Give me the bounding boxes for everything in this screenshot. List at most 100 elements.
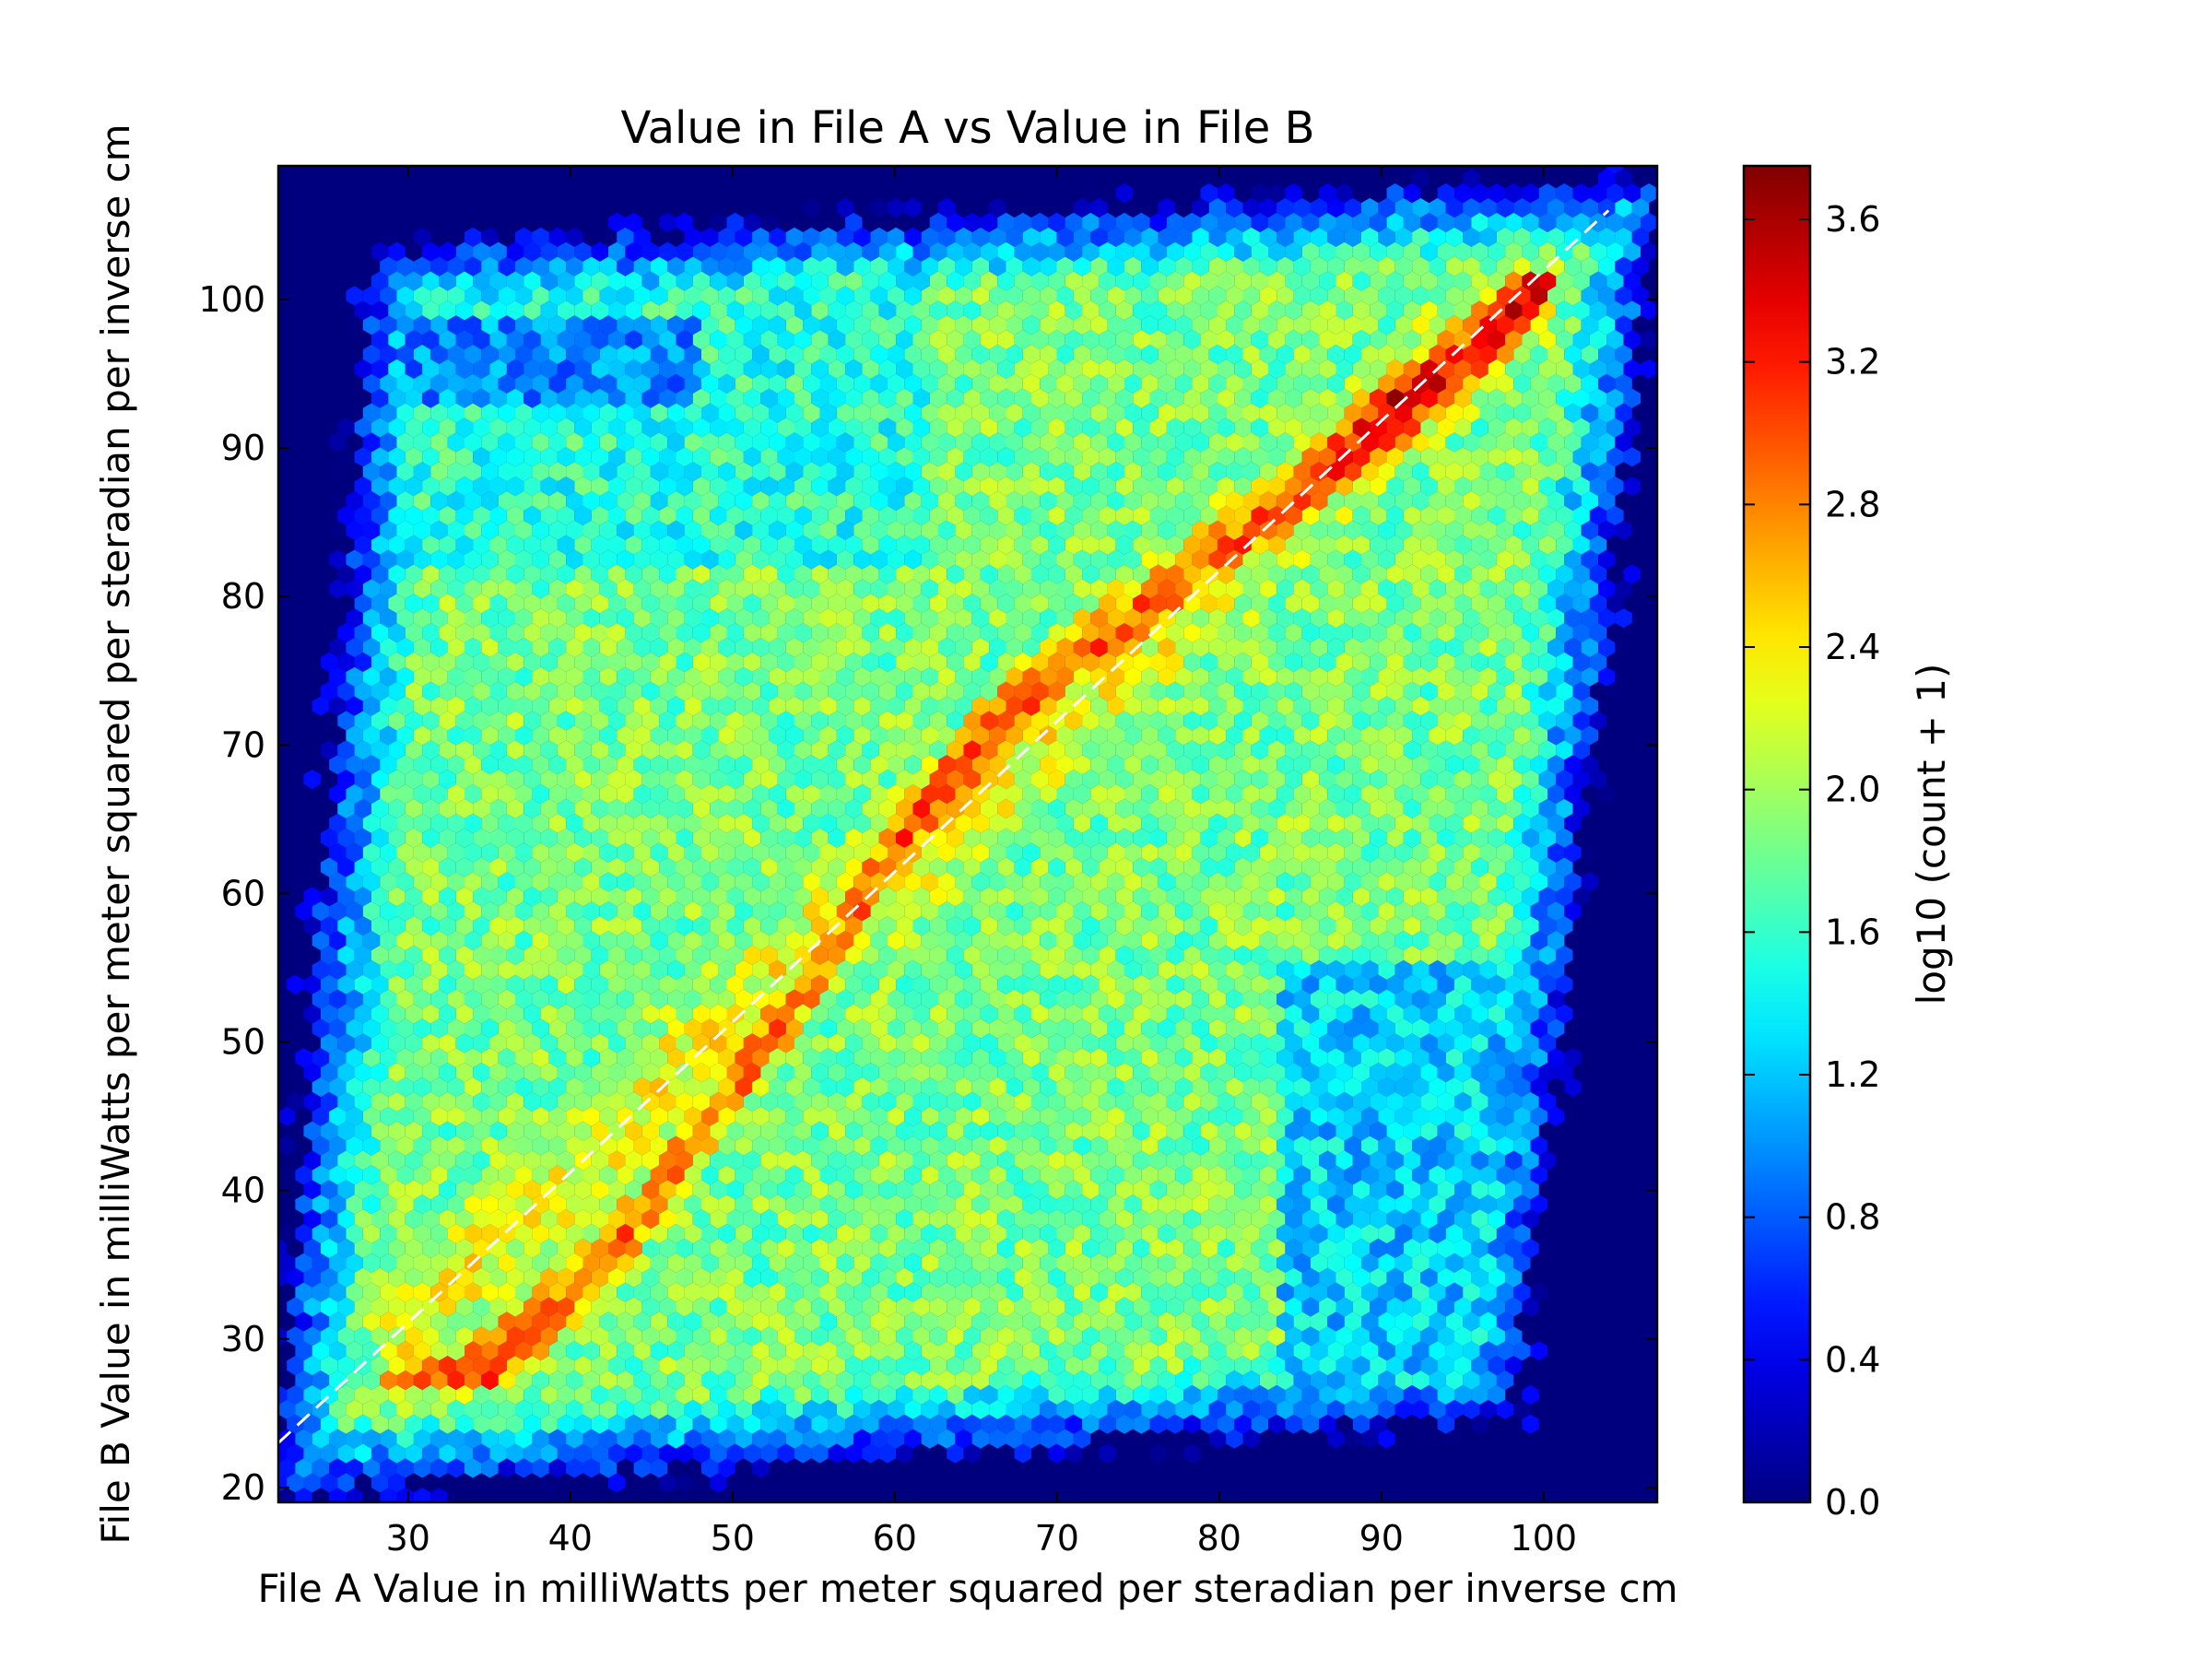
hexbin-cell [481, 1223, 499, 1244]
hexbin-cell [735, 1223, 753, 1244]
hexbin-cell [320, 1414, 338, 1434]
hexbin-cell [743, 1414, 761, 1434]
hexbin-cell [794, 1356, 812, 1376]
hexbin-cell [481, 1399, 499, 1419]
hexbin-cell [1175, 1399, 1193, 1419]
hexbin-cell [1073, 1135, 1091, 1156]
hexbin-cell [955, 1370, 972, 1391]
hexbin-cell [566, 1429, 583, 1449]
hexbin-cell [1437, 1091, 1454, 1112]
hexbin-cell [862, 1091, 879, 1112]
hexbin-cell [524, 1091, 541, 1112]
hexbin-cell [947, 1267, 964, 1288]
hexbin-cell [1090, 1194, 1108, 1215]
hexbin-cell [405, 1209, 423, 1230]
hexbin-cell [752, 1077, 770, 1098]
hexbin-cell [1488, 1267, 1506, 1288]
hexbin-cell [1319, 1326, 1336, 1347]
hexbin-cell [1394, 1399, 1413, 1419]
hexbin-cell [803, 1399, 820, 1419]
hexbin-cell [413, 1223, 431, 1244]
hexbin-cell [481, 1312, 499, 1332]
hexbin-cell [1115, 1414, 1134, 1434]
hexbin-cell [921, 1312, 938, 1332]
hexbin-cell [312, 1106, 330, 1126]
hexbin-cell [617, 1253, 634, 1273]
hexbin-cell [1420, 1121, 1438, 1141]
hexbin-cell [1429, 1370, 1446, 1391]
hexbin-cell [447, 1370, 465, 1391]
hexbin-cell [1006, 1399, 1023, 1419]
hexbin-cell [701, 1341, 719, 1361]
hexbin-cell [1014, 1297, 1031, 1317]
hexbin-cell [498, 1399, 515, 1419]
hexbin-cell [1394, 1253, 1413, 1273]
hexbin-cell [540, 1091, 558, 1112]
hexbin-cell [769, 1223, 786, 1244]
hexbin-cell [430, 1135, 448, 1156]
hexbin-cell [633, 1282, 651, 1302]
hexbin-cell [1040, 1399, 1057, 1419]
hexbin-cell [1056, 1194, 1074, 1215]
hexbin-cell [362, 1106, 381, 1126]
hexbin-cell [1183, 1209, 1201, 1230]
hexbin-cell [938, 1077, 956, 1098]
hexbin-cell [701, 1399, 719, 1419]
hexbin-cell [1073, 1429, 1091, 1449]
hexbin-cell [447, 1077, 465, 1098]
hexbin-cell [1268, 1180, 1286, 1200]
hexbin-cell [1505, 1326, 1523, 1347]
hexbin-cell [1056, 1341, 1074, 1361]
hexbin-cell [506, 1297, 524, 1317]
hexbin-cell [1107, 1135, 1124, 1156]
hexbin-cell [650, 1282, 668, 1302]
hexbin-cell [548, 1223, 567, 1244]
hexbin-cell [1344, 1135, 1361, 1156]
hexbin-cell [540, 1121, 558, 1141]
hexbin-cell [1445, 1135, 1464, 1156]
hexbin-cell [1370, 1180, 1387, 1200]
hexbin-cell [1048, 1326, 1065, 1347]
hexbin-cell [836, 1399, 854, 1419]
hexbin-cell [803, 1077, 820, 1098]
hexbin-cell [718, 1135, 735, 1156]
hexbin-cell [532, 1399, 549, 1419]
hexbin-cell [1370, 1091, 1387, 1112]
hexbin-cell [566, 1165, 583, 1185]
hexbin-cell [524, 1063, 541, 1083]
hexbin-cell [1014, 1150, 1031, 1171]
hexbin-cell [1378, 1135, 1395, 1156]
hexbin-cell [498, 1165, 515, 1185]
hexbin-cell [692, 1091, 711, 1112]
hexbin-cell [1522, 1180, 1539, 1200]
hexbin-cell [354, 1121, 371, 1141]
hexbin-cell [1293, 1370, 1311, 1391]
hexbin-cell [650, 1106, 668, 1126]
hexbin-cell [938, 1341, 956, 1361]
hexbin-cell [1394, 1077, 1413, 1098]
hexbin-cell [548, 1165, 567, 1185]
hexbin-cell [692, 1443, 711, 1464]
hexbin-cell [929, 1209, 947, 1230]
hexbin-cell [963, 1267, 981, 1288]
hexbin-cell [862, 1356, 879, 1376]
hexbin-cell [320, 1238, 338, 1258]
hexbin-cell [489, 1121, 507, 1141]
hexbin-cell [337, 1063, 355, 1083]
hexbin-cell [641, 1326, 660, 1347]
hexbin-cell [760, 1091, 778, 1112]
hexbin-cell [676, 1150, 693, 1171]
hexbin-cell [346, 1341, 363, 1361]
hexbin-cell [329, 1165, 347, 1185]
hexbin-cell [591, 1443, 608, 1464]
hexbin-cell [1149, 1384, 1167, 1405]
hexbin-cell [819, 1165, 837, 1185]
hexbin-cell [1471, 1384, 1488, 1405]
hexbin-cell [1090, 1253, 1108, 1273]
hexbin-cell [947, 1180, 964, 1200]
hexbin-cell [896, 1209, 913, 1230]
hexbin-cell [1133, 1091, 1150, 1112]
hexbin-cell [845, 1414, 863, 1434]
hexbin-cell [380, 1488, 397, 1502]
hexbin-cell [506, 1238, 524, 1258]
